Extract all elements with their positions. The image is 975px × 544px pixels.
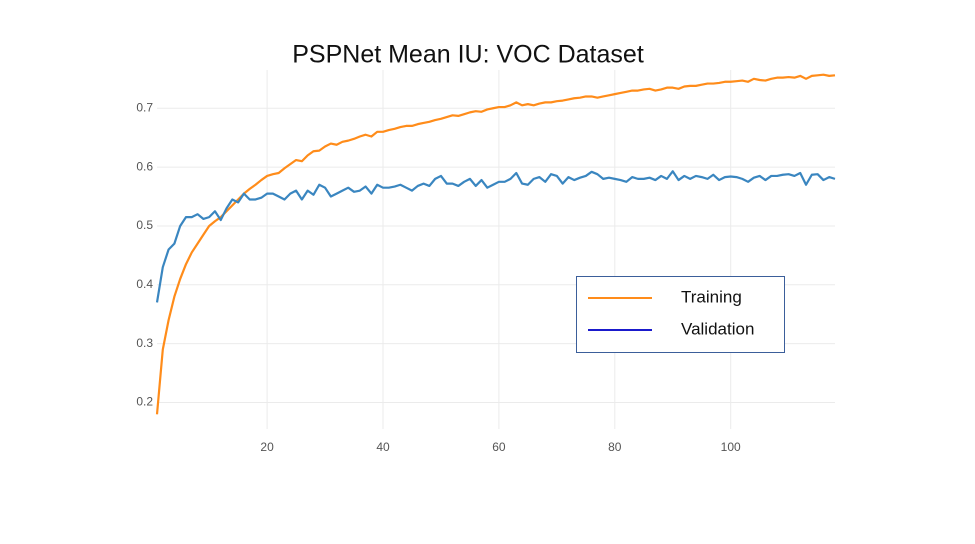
legend-label: Training bbox=[681, 287, 742, 306]
x-tick-label: 20 bbox=[260, 440, 274, 454]
legend-box bbox=[576, 276, 785, 353]
x-tick-label: 100 bbox=[721, 440, 741, 454]
y-tick-label: 0.4 bbox=[136, 277, 153, 291]
data-line bbox=[155, 73, 836, 415]
legend-label: Validation bbox=[681, 319, 754, 338]
chart-title: PSPNet Mean IU: VOC Dataset bbox=[292, 41, 644, 69]
x-tick-label: 80 bbox=[608, 440, 622, 454]
data-line bbox=[155, 170, 836, 303]
y-tick-label: 0.2 bbox=[136, 395, 153, 409]
x-tick-label: 60 bbox=[492, 440, 506, 454]
y-tick-label: 0.3 bbox=[136, 336, 153, 350]
y-tick-label: 0.7 bbox=[136, 100, 153, 114]
x-tick-label: 40 bbox=[376, 440, 390, 454]
y-tick-label: 0.5 bbox=[136, 218, 153, 232]
y-tick-label: 0.6 bbox=[136, 159, 153, 173]
